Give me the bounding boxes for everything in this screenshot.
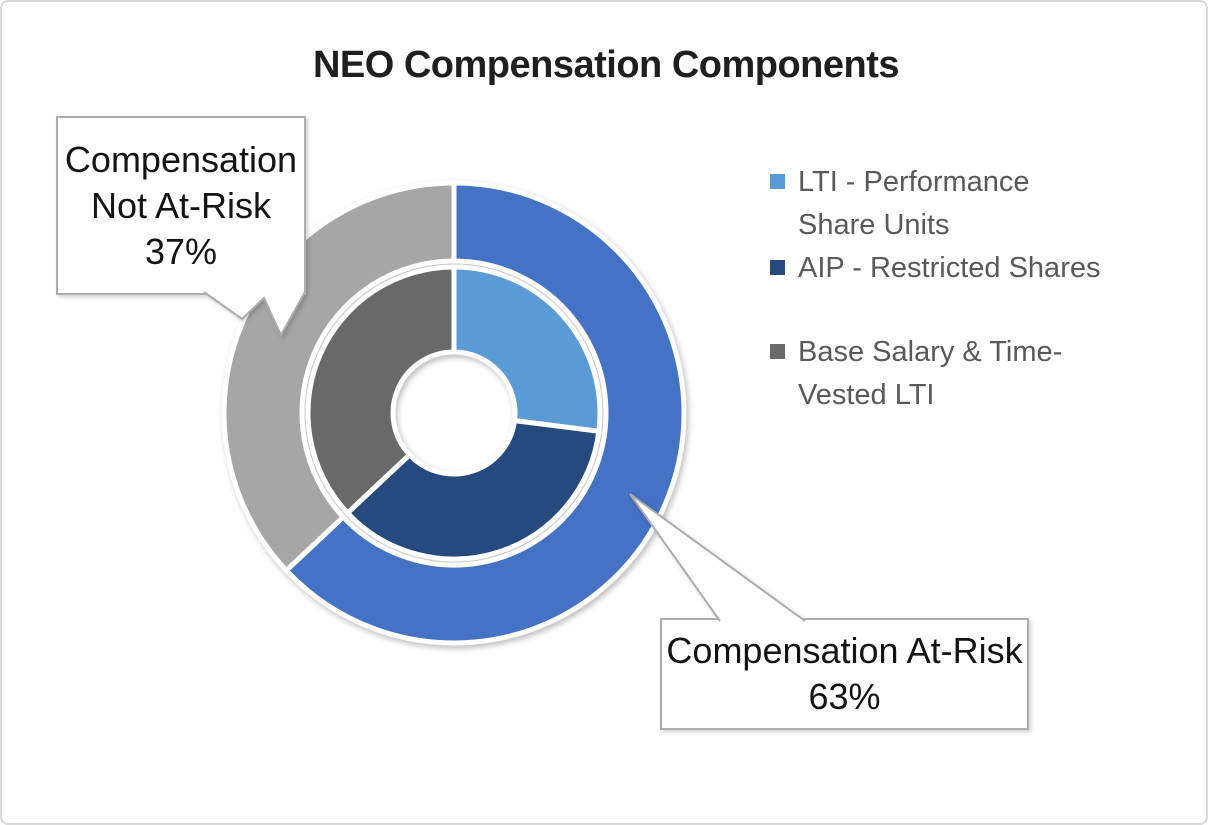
legend-label: LTI - Performance	[798, 166, 1030, 198]
legend-marker-icon	[770, 174, 785, 189]
legend-item-aip-restricted-shares[interactable]: AIP - Restricted Shares	[770, 247, 1100, 290]
callout-pointer	[629, 493, 806, 622]
chart-title: NEO Compensation Components	[312, 44, 900, 86]
callout-box	[56, 116, 306, 295]
callout-shape-at-risk	[629, 493, 1029, 730]
legend-item-lti-performance-share-units[interactable]: LTI - Performance Share Units	[770, 161, 1030, 247]
donut-segment-aip-restricted-shares[interactable]	[344, 417, 602, 562]
legend-marker-icon	[770, 260, 785, 275]
callout-shape-not-at-risk	[56, 116, 306, 338]
legend-marker-icon	[770, 344, 785, 359]
legend-label: Base Salary & Time-	[798, 336, 1063, 368]
callout-pointer	[203, 291, 306, 338]
legend-label: Vested LTI	[798, 379, 935, 411]
donut-segment-lti-performance-share-units[interactable]	[451, 264, 603, 435]
legend-label: AIP - Restricted Shares	[798, 252, 1101, 284]
donut-segment-compensation-at-risk[interactable]	[282, 180, 687, 646]
callout-box	[660, 618, 1029, 730]
donut-segment-base-salary-time-vested-lti[interactable]	[305, 264, 457, 517]
legend-label: Share Units	[798, 209, 950, 241]
legend-item-base-salary-time-vested-lti[interactable]: Base Salary & Time- Vested LTI	[770, 331, 1062, 417]
